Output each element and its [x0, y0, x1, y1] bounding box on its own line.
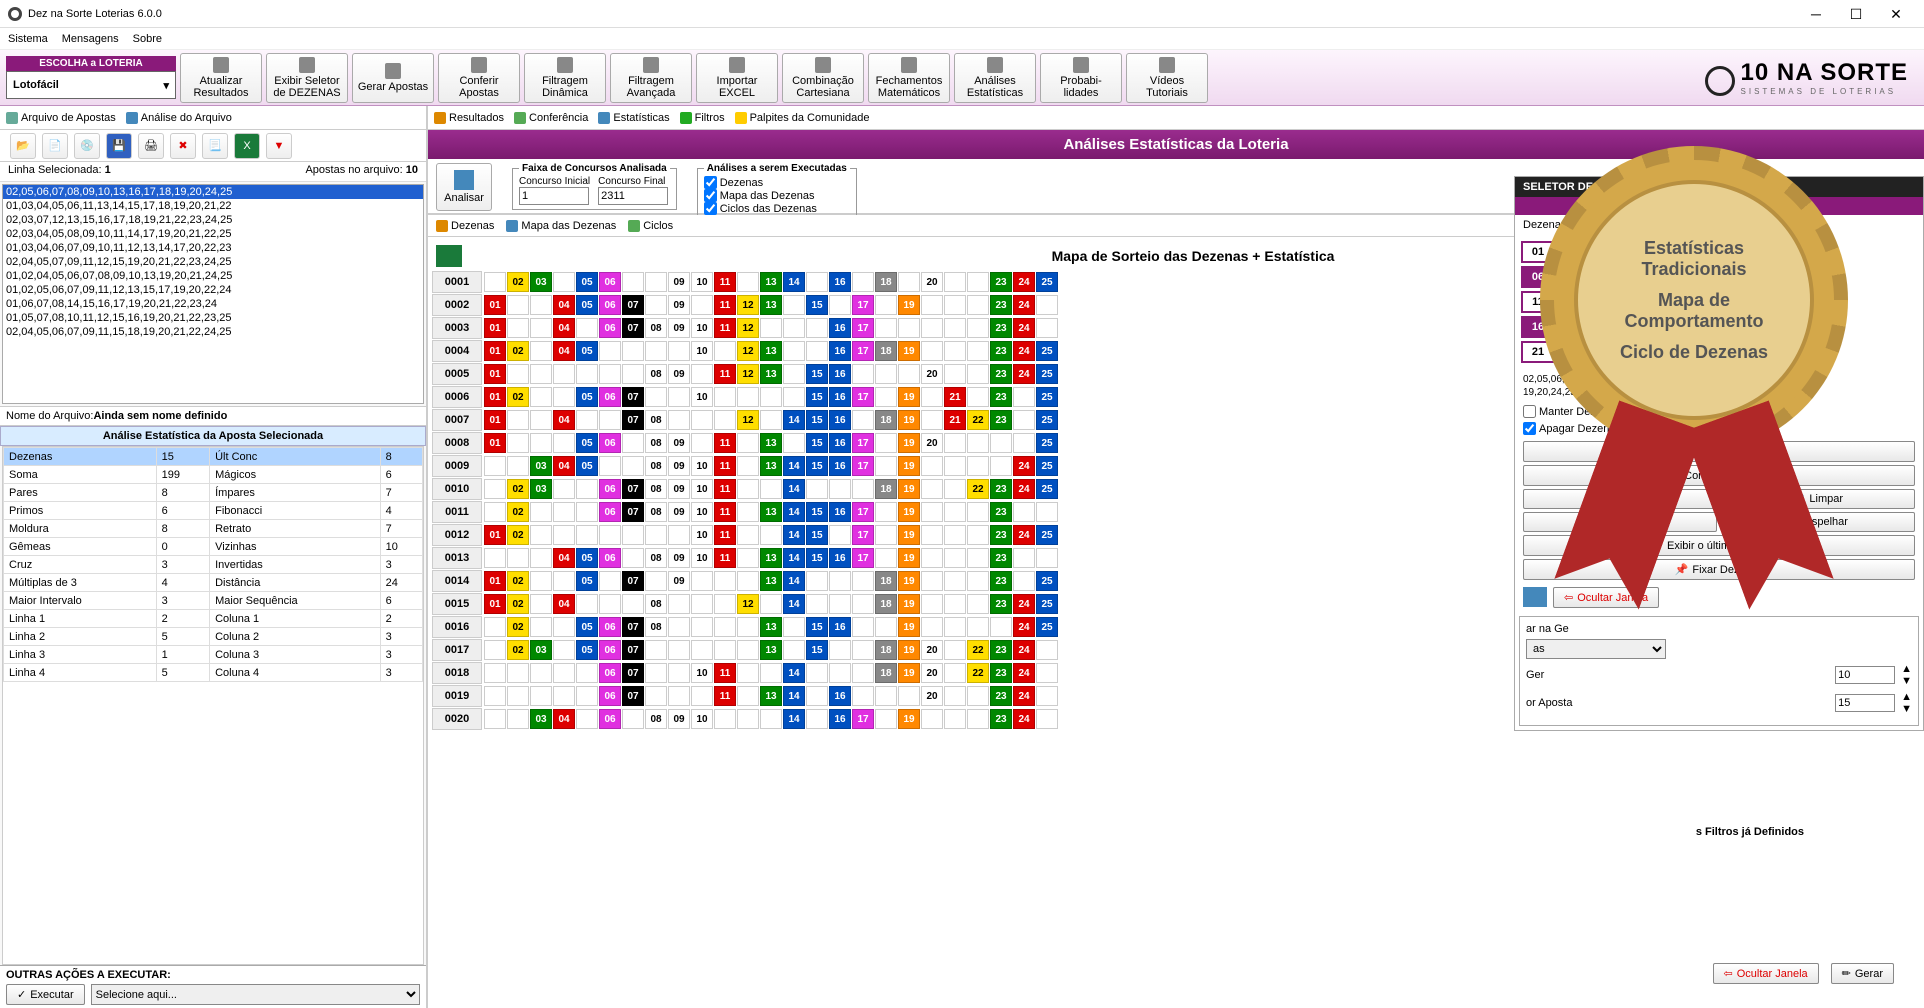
stab-ciclos[interactable]: Ciclos — [628, 217, 673, 234]
toolbar-btn-2[interactable]: Gerar Apostas — [352, 53, 434, 103]
gen-per[interactable] — [1835, 694, 1895, 712]
stab-dezenas[interactable]: Dezenas — [436, 217, 494, 234]
mini-toolbar: 📂 📄 💿 💾 🖨 ✖ 📃 X ▼ — [0, 130, 426, 162]
toolbar-btn-3[interactable]: Conferir Apostas — [438, 53, 520, 103]
btn-gerar[interactable]: ✏ Gerar — [1831, 963, 1894, 984]
rtab-filtros[interactable]: Filtros — [680, 112, 725, 124]
menu-mensagens[interactable]: Mensagens — [62, 33, 119, 45]
calendar-icon[interactable] — [1523, 587, 1547, 607]
mb-new[interactable]: 📄 — [42, 133, 68, 159]
close-button[interactable]: ✕ — [1876, 2, 1916, 26]
mb-filter[interactable]: ▼ — [266, 133, 292, 159]
stats-header: Análise Estatística da Aposta Selecionad… — [0, 426, 426, 446]
conc-final[interactable] — [598, 187, 668, 205]
toolbar-btn-0[interactable]: Atualizar Resultados — [180, 53, 262, 103]
mb-print[interactable]: 🖨 — [138, 133, 164, 159]
toolbar-btn-7[interactable]: Combinação Cartesiana — [782, 53, 864, 103]
mb-doc[interactable]: 📃 — [202, 133, 228, 159]
minimize-button[interactable]: ─ — [1796, 2, 1836, 26]
executar-button[interactable]: ✓ Executar — [6, 984, 85, 1005]
btn-ocultar2[interactable]: ⇦ Ocultar Janela — [1713, 963, 1819, 984]
rtab-estatisticas[interactable]: Estatísticas — [598, 112, 669, 124]
outras-select[interactable]: Selecione aqui... — [91, 984, 420, 1005]
toolbar-btn-4[interactable]: Filtragem Dinâmica — [524, 53, 606, 103]
toolbar-btn-8[interactable]: Fechamentos Matemáticos — [868, 53, 950, 103]
toolbar-btn-10[interactable]: Probabi- lidades — [1040, 53, 1122, 103]
tab-arquivo[interactable]: Arquivo de Apostas — [6, 112, 116, 124]
analisar-button[interactable]: Analisar — [436, 163, 492, 211]
main-toolbar: ESCOLHA a LOTERIA Lotofácil▾ Atualizar R… — [0, 50, 1924, 106]
mb-delete[interactable]: ✖ — [170, 133, 196, 159]
promo-badge: Estatísticas Tradicionais Mapa de Compor… — [1524, 160, 1864, 590]
tab-analise[interactable]: Análise do Arquivo — [126, 112, 232, 124]
lottery-label: ESCOLHA a LOTERIA — [6, 56, 176, 71]
rtab-conferencia[interactable]: Conferência — [514, 112, 588, 124]
gen-select[interactable]: as — [1526, 639, 1666, 659]
lottery-combo[interactable]: Lotofácil▾ — [6, 71, 176, 99]
mb-cd[interactable]: 💿 — [74, 133, 100, 159]
app-icon — [8, 7, 22, 21]
mb-open[interactable]: 📂 — [10, 133, 36, 159]
title: Dez na Sorte Loterias 6.0.0 — [28, 8, 1796, 20]
chk-dezenas[interactable] — [704, 176, 717, 189]
stab-mapa[interactable]: Mapa das Dezenas — [506, 217, 616, 234]
mb-save[interactable]: 💾 — [106, 133, 132, 159]
maximize-button[interactable]: ☐ — [1836, 2, 1876, 26]
mb-excel[interactable]: X — [234, 133, 260, 159]
gen-qty[interactable] — [1835, 666, 1895, 684]
toolbar-btn-9[interactable]: Análises Estatísticas — [954, 53, 1036, 103]
menu-sistema[interactable]: Sistema — [8, 33, 48, 45]
filtros-label: s Filtros já Definidos — [1696, 826, 1804, 838]
conc-inicial[interactable] — [519, 187, 589, 205]
toolbar-btn-11[interactable]: Vídeos Tutoriais — [1126, 53, 1208, 103]
rtab-palpites[interactable]: Palpites da Comunidade — [735, 112, 870, 124]
menu-sobre[interactable]: Sobre — [133, 33, 162, 45]
excel-export-icon[interactable] — [436, 245, 462, 267]
apostas-list[interactable]: 02,05,06,07,08,09,10,13,16,17,18,19,20,2… — [2, 184, 424, 404]
chk-mapa[interactable] — [704, 189, 717, 202]
toolbar-btn-6[interactable]: Importar EXCEL — [696, 53, 778, 103]
stats-table: Dezenas15Últ Conc8Soma199Mágicos6Pares8Í… — [2, 446, 424, 965]
menubar: Sistema Mensagens Sobre — [0, 28, 1924, 50]
toolbar-btn-5[interactable]: Filtragem Avançada — [610, 53, 692, 103]
toolbar-btn-1[interactable]: Exibir Seletor de DEZENAS — [266, 53, 348, 103]
logo: 10 NA SORTESISTEMAS DE LOTERIAS — [1701, 59, 1918, 96]
chk-ciclos[interactable] — [704, 202, 717, 215]
rtab-resultados[interactable]: Resultados — [434, 112, 504, 124]
